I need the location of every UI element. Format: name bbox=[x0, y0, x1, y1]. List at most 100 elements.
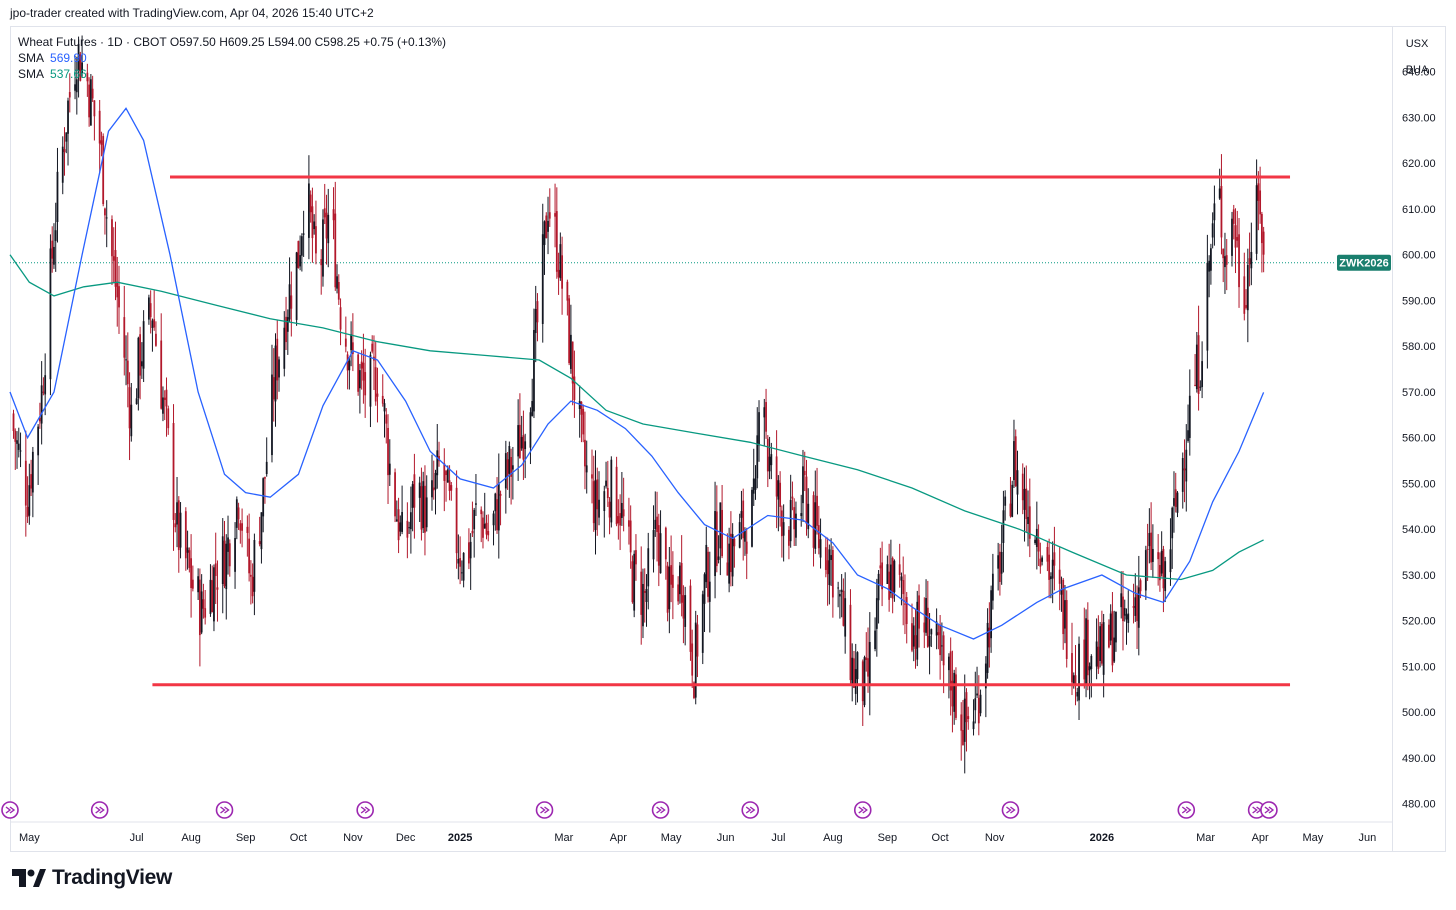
price-tag-box bbox=[1337, 254, 1391, 271]
candle-body bbox=[754, 478, 757, 490]
candle-body bbox=[529, 412, 532, 448]
candle-body bbox=[445, 471, 447, 476]
candle-body bbox=[258, 541, 261, 545]
candle-body bbox=[271, 374, 273, 456]
candle-body bbox=[309, 194, 312, 213]
candle-body bbox=[494, 493, 497, 512]
candle-body bbox=[707, 551, 709, 597]
candle-body bbox=[541, 234, 544, 324]
event-marker-glyph bbox=[656, 806, 666, 814]
candle-body bbox=[643, 591, 646, 593]
event-marker-glyph bbox=[1006, 806, 1016, 814]
candle-body bbox=[972, 721, 975, 730]
candle-body bbox=[1037, 539, 1040, 552]
x-tick-label: 2026 bbox=[1090, 832, 1114, 844]
candle-body bbox=[953, 672, 956, 712]
currency-button[interactable]: USX bbox=[1405, 38, 1429, 50]
candle-body bbox=[227, 537, 229, 552]
candle-body bbox=[605, 480, 607, 487]
y-tick-label: 610.00 bbox=[1402, 204, 1436, 216]
candle-body bbox=[406, 520, 409, 538]
candle-body bbox=[1072, 675, 1075, 684]
candle-body bbox=[598, 499, 600, 518]
candle-body bbox=[782, 522, 785, 536]
candle-body bbox=[999, 551, 1001, 582]
candle-body bbox=[383, 403, 386, 412]
candle-body bbox=[912, 625, 915, 647]
candle-body bbox=[348, 360, 351, 371]
candle-body bbox=[997, 555, 1000, 569]
candle-body bbox=[81, 62, 83, 74]
tradingview-logo[interactable]: TradingView bbox=[12, 866, 172, 890]
candle-body bbox=[160, 340, 163, 409]
candle-body bbox=[928, 635, 931, 647]
x-tick-label: Mar bbox=[1196, 832, 1215, 844]
candle-body bbox=[165, 389, 168, 407]
sma-fast-label: SMA bbox=[18, 51, 45, 65]
candle-body bbox=[622, 509, 625, 517]
candle-body bbox=[1127, 613, 1130, 623]
candle-body bbox=[777, 480, 780, 500]
candle-body bbox=[332, 209, 335, 221]
candle-body bbox=[357, 354, 360, 392]
candle-body bbox=[874, 630, 876, 650]
sma-slow-line bbox=[9, 254, 1264, 581]
candle-body bbox=[420, 486, 423, 530]
candle-body bbox=[313, 221, 316, 230]
candle-body bbox=[422, 481, 425, 529]
candle-body bbox=[213, 567, 215, 622]
candle-body bbox=[450, 485, 453, 491]
candle-body bbox=[358, 370, 361, 389]
candle-body bbox=[1185, 449, 1188, 482]
candle-body bbox=[123, 317, 126, 358]
y-tick-label: 570.00 bbox=[1402, 387, 1436, 399]
candle-body bbox=[253, 540, 256, 592]
candle-body bbox=[1078, 643, 1080, 701]
candle-body bbox=[457, 559, 460, 564]
x-tick-label: 2025 bbox=[448, 832, 472, 844]
candle-body bbox=[517, 425, 520, 457]
candle-body bbox=[1039, 558, 1042, 567]
candle-body bbox=[1123, 608, 1126, 616]
price-scale[interactable] bbox=[1392, 26, 1446, 852]
candle-body bbox=[188, 550, 191, 568]
candle-body bbox=[1144, 550, 1147, 591]
candle-body bbox=[1150, 532, 1153, 563]
candle-body bbox=[184, 511, 187, 559]
candle-body bbox=[471, 530, 474, 534]
candle-body bbox=[1137, 587, 1140, 628]
candle-body bbox=[1132, 606, 1135, 608]
candle-body bbox=[628, 520, 630, 527]
candle-body bbox=[1259, 190, 1262, 215]
candle-body bbox=[1199, 386, 1202, 388]
candle-body bbox=[339, 307, 342, 330]
candle-body bbox=[733, 538, 736, 547]
x-tick-label: May bbox=[661, 832, 682, 844]
candle-body bbox=[867, 658, 869, 677]
candle-body bbox=[1236, 237, 1239, 241]
candle-body bbox=[209, 579, 212, 614]
candle-body bbox=[221, 536, 224, 585]
candle-body bbox=[877, 573, 880, 601]
tradingview-logo-icon bbox=[12, 869, 46, 887]
candle-body bbox=[1160, 550, 1163, 574]
candle-body bbox=[1109, 613, 1112, 641]
candle-body bbox=[65, 132, 68, 142]
candle-body bbox=[88, 84, 91, 118]
candle-body bbox=[807, 503, 810, 530]
chart-pane[interactable] bbox=[10, 26, 1392, 852]
candle-body bbox=[1048, 554, 1051, 580]
candle-body bbox=[485, 522, 488, 535]
event-marker-glyph bbox=[220, 806, 230, 814]
candle-body bbox=[854, 669, 857, 694]
candle-body bbox=[239, 523, 242, 531]
candle-body bbox=[635, 550, 637, 565]
candle-body bbox=[308, 183, 310, 238]
candle-body bbox=[800, 513, 803, 517]
sma-slow-label: SMA bbox=[18, 67, 45, 81]
candle-body bbox=[1188, 395, 1191, 438]
unit-button[interactable]: BUA bbox=[1405, 64, 1429, 76]
candle-body bbox=[272, 377, 275, 400]
candle-body bbox=[1083, 639, 1086, 680]
